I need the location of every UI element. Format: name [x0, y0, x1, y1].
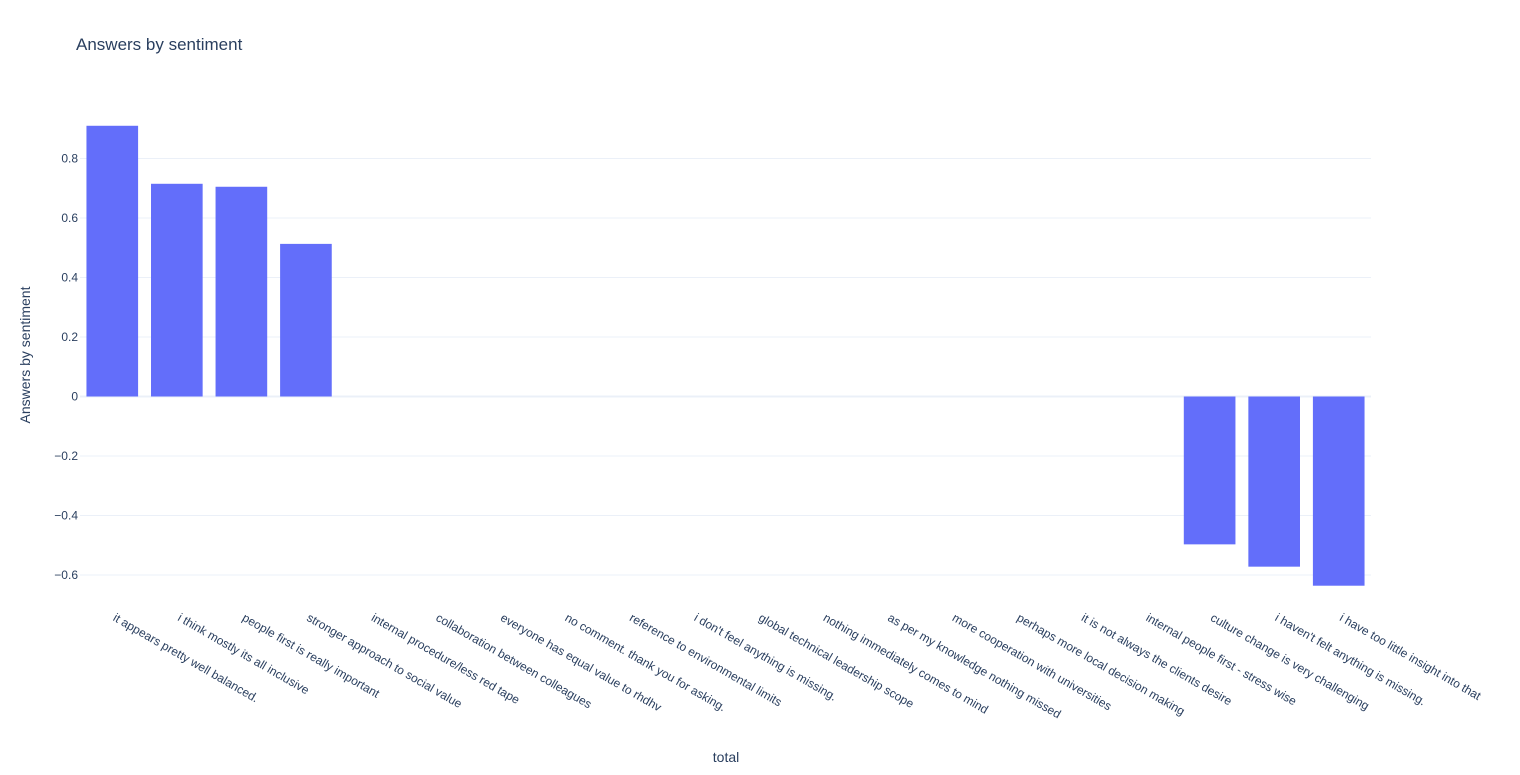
bar [280, 243, 332, 397]
chart-title: Answers by sentiment [76, 35, 243, 54]
bar [86, 125, 139, 397]
y-tick-labels: 0.8 0.6 0.4 0.2 0 −0.2 −0.4 −0.6 [54, 152, 78, 583]
y-tick-label: 0.4 [61, 271, 78, 285]
y-tick-label: 0 [71, 390, 78, 404]
bars [86, 125, 1365, 586]
bar [151, 183, 203, 397]
y-tick-label: 0.8 [61, 152, 78, 166]
y-tick-label: −0.6 [54, 568, 78, 582]
x-axis-title: total [713, 749, 739, 765]
y-tick-label: −0.4 [54, 509, 78, 523]
grid-lines [80, 158, 1371, 576]
y-axis-title: Answers by sentiment [17, 286, 33, 423]
bar [1183, 396, 1236, 545]
bar [1312, 396, 1365, 586]
y-tick-label: 0.2 [61, 330, 78, 344]
y-tick-label: 0.6 [61, 211, 78, 225]
bar [1248, 396, 1300, 567]
bar [215, 186, 268, 397]
x-tick-labels: it appears pretty well balanced.i think … [111, 610, 1484, 721]
y-tick-label: −0.2 [54, 449, 78, 463]
